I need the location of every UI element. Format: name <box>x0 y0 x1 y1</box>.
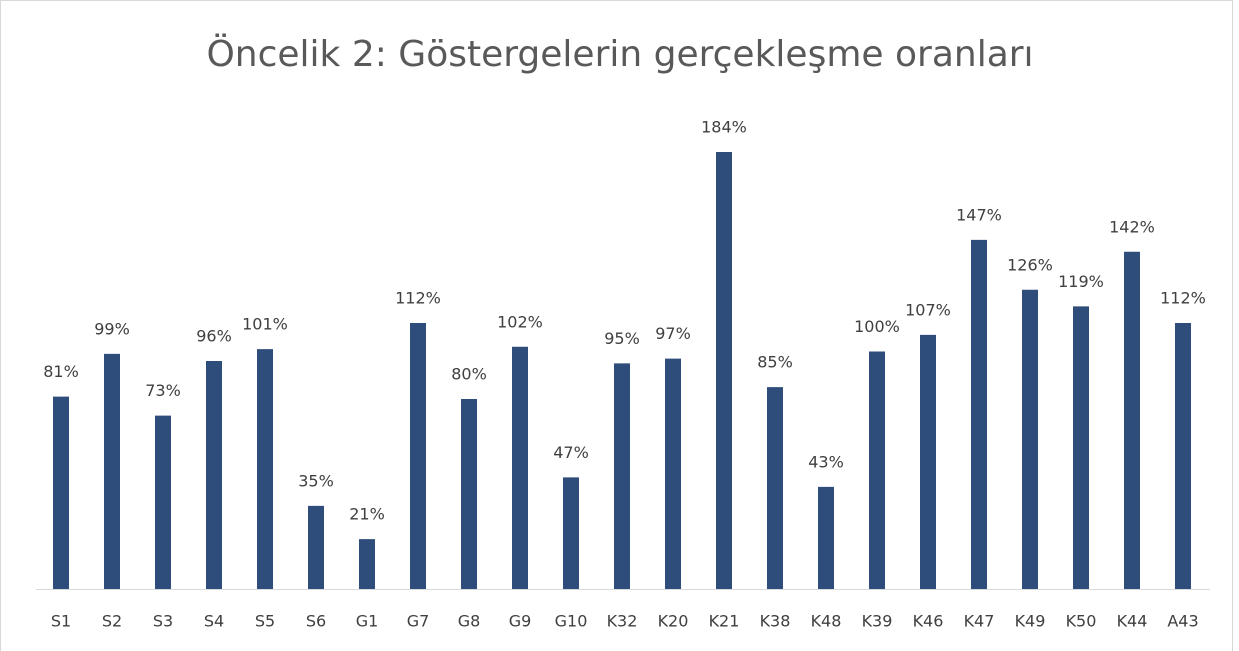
data-label: 96% <box>196 327 232 346</box>
bar <box>767 387 783 589</box>
data-label: 100% <box>854 317 900 336</box>
data-label: 73% <box>145 381 181 400</box>
x-tick-label: K47 <box>964 612 995 631</box>
data-label: 85% <box>757 353 793 372</box>
x-tick-label: G9 <box>509 612 532 631</box>
x-tick-label: G8 <box>458 612 481 631</box>
data-label: 107% <box>905 300 951 319</box>
x-tick-label: K38 <box>760 612 791 631</box>
data-label: 81% <box>43 362 79 381</box>
bar <box>359 539 375 589</box>
bar <box>614 363 630 589</box>
x-tick-label: S3 <box>153 612 173 631</box>
data-label: 35% <box>298 471 334 490</box>
data-label: 147% <box>956 205 1002 224</box>
x-tick-label: K32 <box>607 612 638 631</box>
bar <box>818 486 834 589</box>
data-label: 119% <box>1058 272 1104 291</box>
x-tick-label: S6 <box>306 612 326 631</box>
chart-title: Öncelik 2: Göstergelerin gerçekleşme ora… <box>206 33 1033 75</box>
data-label: 99% <box>94 319 130 338</box>
data-label: 21% <box>349 505 385 524</box>
bar <box>257 349 273 589</box>
bar <box>461 399 477 589</box>
x-tick-label: K44 <box>1117 612 1148 631</box>
data-label: 95% <box>604 329 640 348</box>
x-tick-label: G10 <box>555 612 588 631</box>
bar <box>920 334 936 589</box>
bar <box>971 239 987 589</box>
data-label: 97% <box>655 324 691 343</box>
bar <box>1022 289 1038 589</box>
data-label: 112% <box>1160 289 1206 308</box>
x-tick-label: S2 <box>102 612 122 631</box>
data-label: 102% <box>497 312 543 331</box>
data-label: 47% <box>553 443 589 462</box>
bar <box>308 505 324 589</box>
x-tick-label: K20 <box>658 612 689 631</box>
data-label: 112% <box>395 289 441 308</box>
bar <box>1073 306 1089 589</box>
x-tick-label: S4 <box>204 612 224 631</box>
x-tick-label: A43 <box>1167 612 1198 631</box>
bar <box>206 361 222 589</box>
bar <box>155 415 171 589</box>
x-tick-label: K39 <box>862 612 893 631</box>
data-label: 43% <box>808 452 844 471</box>
bar <box>1124 251 1140 589</box>
x-tick-label: K49 <box>1015 612 1046 631</box>
data-label: 184% <box>701 118 747 137</box>
x-tick-label: G1 <box>356 612 379 631</box>
bar <box>665 358 681 589</box>
x-tick-label: K50 <box>1066 612 1097 631</box>
x-tick-label: K21 <box>709 612 740 631</box>
bar <box>53 396 69 589</box>
bar <box>1175 323 1191 589</box>
data-label: 80% <box>451 365 487 384</box>
x-tick-label: S5 <box>255 612 275 631</box>
data-label: 101% <box>242 315 288 334</box>
bar <box>104 353 120 589</box>
data-label: 126% <box>1007 255 1053 274</box>
bar <box>869 351 885 589</box>
x-tick-label: K48 <box>811 612 842 631</box>
bar <box>716 152 732 589</box>
data-label: 142% <box>1109 217 1155 236</box>
x-tick-label: K46 <box>913 612 944 631</box>
x-tick-label: S1 <box>51 612 71 631</box>
bar <box>512 346 528 589</box>
x-tick-label: G7 <box>407 612 430 631</box>
bar <box>410 323 426 589</box>
bar <box>563 477 579 589</box>
